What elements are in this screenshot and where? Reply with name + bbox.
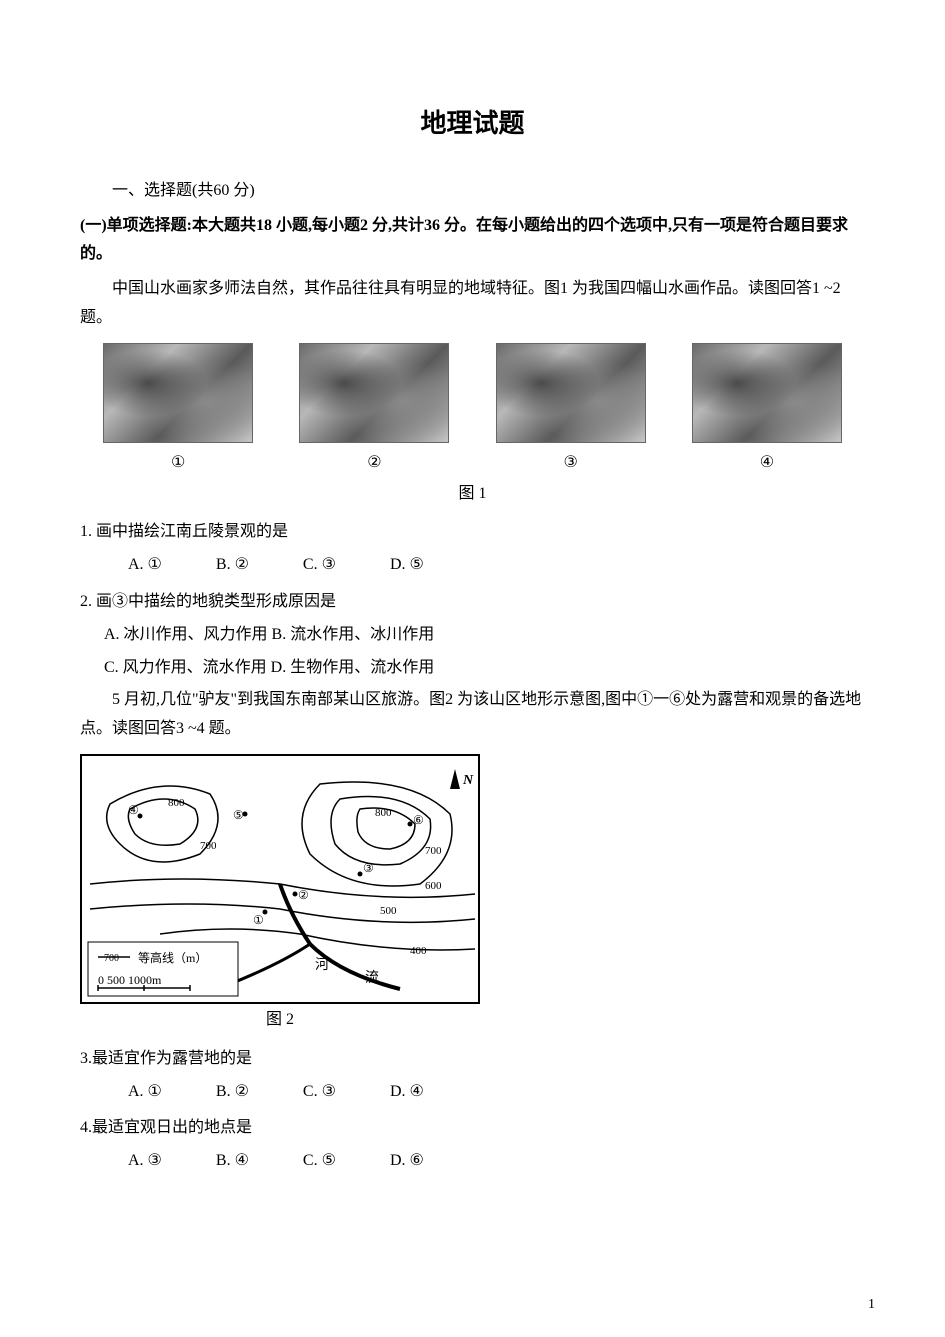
q1-opt-a: A. ① <box>128 551 162 580</box>
page-number: 1 <box>868 1292 875 1317</box>
figure-2: N ① ② ③ ④ ⑤ ⑥ 800 700 800 700 600 500 40… <box>80 754 865 1035</box>
painting-2 <box>299 343 449 443</box>
intro-2: 5 月初,几位"驴友"到我国东南部某山区旅游。图2 为该山区地形示意图,图中①一… <box>80 686 865 744</box>
painting-label-1: ① <box>103 449 253 478</box>
section-header: 一、选择题(共60 分) <box>80 177 865 206</box>
svg-text:800: 800 <box>375 807 392 819</box>
painting-1 <box>103 343 253 443</box>
figure-1-labels: ① ② ③ ④ <box>80 449 865 478</box>
svg-text:500: 500 <box>380 905 397 917</box>
q3-opt-a: A. ① <box>128 1078 162 1107</box>
painting-label-4: ④ <box>692 449 842 478</box>
intro-1: 中国山水画家多师法自然，其作品往往具有明显的地域特征。图1 为我国四幅山水画作品… <box>80 275 865 333</box>
painting-3 <box>496 343 646 443</box>
svg-text:700: 700 <box>425 845 442 857</box>
svg-text:等高线（m）: 等高线（m） <box>138 950 207 965</box>
painting-label-3: ③ <box>496 449 646 478</box>
svg-text:④: ④ <box>128 803 139 817</box>
svg-text:700: 700 <box>200 840 217 852</box>
contour-map: N ① ② ③ ④ ⑤ ⑥ 800 700 800 700 600 500 40… <box>80 754 480 1004</box>
figure-2-caption: 图 2 <box>80 1006 480 1035</box>
figure-1-caption: 图 1 <box>80 480 865 509</box>
q4-options: A. ③ B. ④ C. ⑤ D. ⑥ <box>80 1147 865 1176</box>
figure-1-row <box>80 343 865 443</box>
q1-stem: 1. 画中描绘江南丘陵景观的是 <box>80 518 865 547</box>
svg-text:700: 700 <box>104 953 119 964</box>
q4-opt-b: B. ④ <box>216 1147 249 1176</box>
q1-opt-d: D. ⑤ <box>390 551 424 580</box>
q1-opt-b: B. ② <box>216 551 249 580</box>
svg-text:②: ② <box>298 888 309 902</box>
svg-text:河: 河 <box>315 957 329 973</box>
svg-text:⑤: ⑤ <box>233 808 244 822</box>
q3-opt-d: D. ④ <box>390 1078 424 1107</box>
page-title: 地理试题 <box>80 100 865 147</box>
painting-4 <box>692 343 842 443</box>
q4-stem: 4.最适宜观日出的地点是 <box>80 1114 865 1143</box>
svg-text:流: 流 <box>365 970 379 986</box>
svg-text:N: N <box>462 773 474 788</box>
q3-opt-c: C. ③ <box>303 1078 336 1107</box>
q2-stem: 2. 画③中描绘的地貌类型形成原因是 <box>80 588 865 617</box>
svg-text:⑥: ⑥ <box>413 813 424 827</box>
q4-opt-c: C. ⑤ <box>303 1147 336 1176</box>
q4-opt-a: A. ③ <box>128 1147 162 1176</box>
svg-text:③: ③ <box>363 861 374 875</box>
q4-opt-d: D. ⑥ <box>390 1147 424 1176</box>
q3-options: A. ① B. ② C. ③ D. ④ <box>80 1078 865 1107</box>
svg-text:0 500 1000m: 0 500 1000m <box>98 973 162 987</box>
q3-stem: 3.最适宜作为露营地的是 <box>80 1045 865 1074</box>
painting-label-2: ② <box>299 449 449 478</box>
q1-options: A. ① B. ② C. ③ D. ⑤ <box>80 551 865 580</box>
svg-text:600: 600 <box>425 880 442 892</box>
svg-text:800: 800 <box>168 797 185 809</box>
q2-line-ab: A. 冰川作用、风力作用 B. 流水作用、冰川作用 <box>80 621 865 650</box>
q2-line-cd: C. 风力作用、流水作用 D. 生物作用、流水作用 <box>80 654 865 683</box>
q1-opt-c: C. ③ <box>303 551 336 580</box>
instruction-text: (一)单项选择题:本大题共18 小题,每小题2 分,共计36 分。在每小题给出的… <box>80 212 865 270</box>
q3-opt-b: B. ② <box>216 1078 249 1107</box>
svg-text:①: ① <box>253 913 264 927</box>
svg-text:400: 400 <box>410 945 427 957</box>
